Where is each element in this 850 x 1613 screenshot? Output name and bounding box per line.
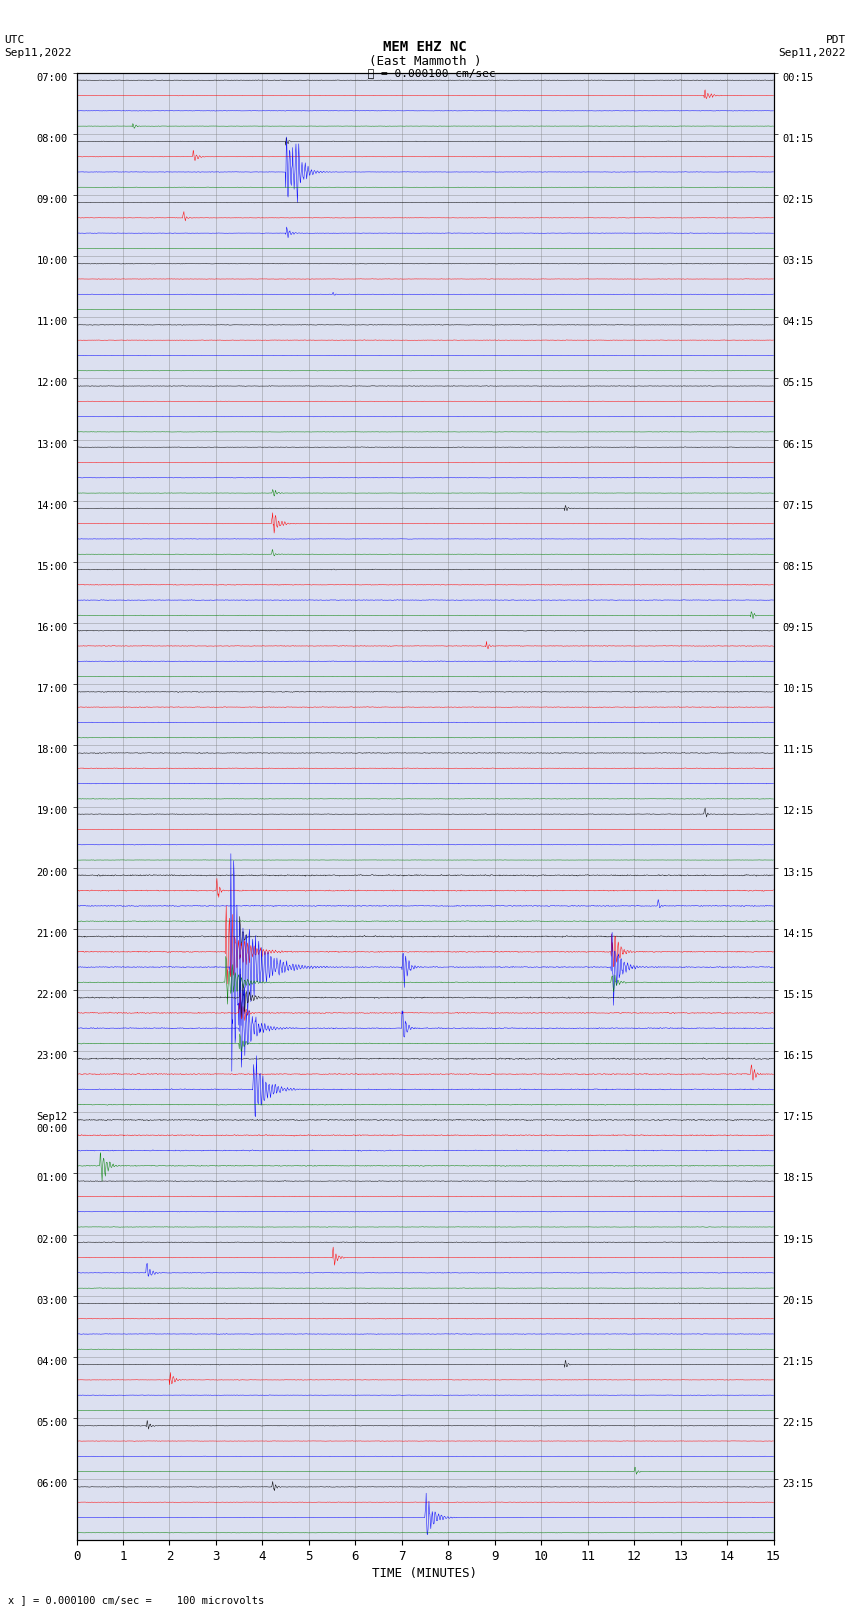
Text: UTC: UTC xyxy=(4,35,25,45)
Text: PDT: PDT xyxy=(825,35,846,45)
X-axis label: TIME (MINUTES): TIME (MINUTES) xyxy=(372,1568,478,1581)
Text: Sep11,2022: Sep11,2022 xyxy=(779,48,846,58)
Text: (East Mammoth ): (East Mammoth ) xyxy=(369,55,481,68)
Text: ⎸ = 0.000100 cm/sec: ⎸ = 0.000100 cm/sec xyxy=(354,68,496,77)
Text: x ] = 0.000100 cm/sec =    100 microvolts: x ] = 0.000100 cm/sec = 100 microvolts xyxy=(8,1595,264,1605)
Text: Sep11,2022: Sep11,2022 xyxy=(4,48,71,58)
Text: MEM EHZ NC: MEM EHZ NC xyxy=(383,40,467,55)
